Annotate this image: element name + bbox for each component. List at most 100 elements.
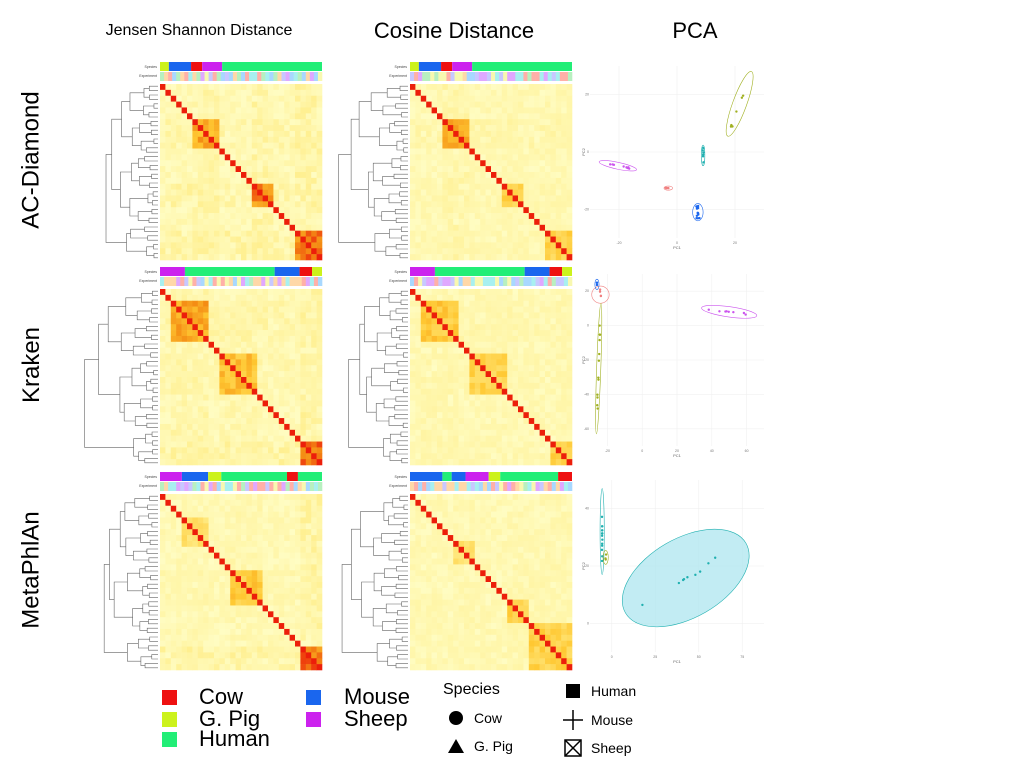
- heatmap-cell: [561, 429, 567, 436]
- heatmap-cell: [257, 101, 263, 108]
- heatmap-cell: [491, 201, 497, 208]
- heatmap-cell: [485, 459, 492, 466]
- heatmap-cell: [469, 189, 476, 196]
- experiment-bar-segment: [547, 482, 553, 491]
- heatmap-cell: [415, 95, 422, 102]
- heatmap-cell: [512, 335, 519, 343]
- heatmap-cell: [246, 130, 253, 138]
- heatmap-cell: [257, 423, 263, 431]
- heatmap-cell: [437, 382, 443, 390]
- heatmap-cell: [485, 400, 492, 407]
- heatmap-cell: [561, 101, 567, 108]
- heatmap-cell: [453, 353, 459, 360]
- heatmap-cell: [555, 353, 562, 360]
- heatmap-cell: [235, 605, 242, 612]
- heatmap-cell: [246, 623, 253, 630]
- heatmap-cell: [192, 218, 199, 226]
- heatmap-cell: [507, 201, 513, 208]
- heatmap-cell: [501, 183, 508, 190]
- heatmap-cell: [268, 130, 274, 138]
- heatmap-cell: [224, 499, 231, 507]
- dendrogram-branch: [402, 138, 408, 144]
- heatmap-cell: [170, 605, 177, 612]
- heatmap-cell: [176, 101, 182, 108]
- experiment-bar-segment: [418, 482, 423, 491]
- heatmap-cell: [257, 347, 263, 354]
- heatmap-cell: [555, 382, 562, 390]
- heatmap-cell: [507, 330, 513, 337]
- heatmap-cell: [410, 330, 416, 337]
- heatmap-cell: [305, 382, 312, 390]
- experiment-bar-segment: [204, 277, 209, 286]
- heatmap-cell: [491, 359, 497, 366]
- heatmap-cell: [316, 148, 323, 155]
- heatmap-cell: [431, 195, 438, 202]
- heatmap-cell: [160, 499, 166, 507]
- heatmap-cell: [187, 107, 193, 114]
- experiment-bar-segment: [297, 277, 303, 286]
- heatmap-cell: [442, 300, 449, 307]
- dendrogram-branch: [403, 352, 408, 358]
- heatmap-cell: [410, 107, 416, 114]
- heatmap-cell: [176, 371, 182, 378]
- heatmap-cell: [235, 523, 242, 530]
- heatmap-cell: [469, 341, 476, 348]
- heatmap-cell: [197, 341, 204, 348]
- heatmap-cell: [284, 517, 290, 524]
- heatmap-cell: [241, 658, 247, 665]
- heatmap-cell: [278, 523, 285, 530]
- heatmap-cell: [566, 365, 573, 372]
- heatmap-cell: [528, 236, 535, 243]
- heatmap-cell: [170, 330, 177, 337]
- heatmap-cell: [545, 248, 551, 255]
- experiment-bar-segment: [236, 277, 242, 286]
- heatmap-cell: [197, 605, 204, 612]
- heatmap-cell: [262, 160, 269, 167]
- heatmap-cell: [208, 130, 215, 138]
- heatmap-cell: [160, 382, 166, 390]
- heatmap-cell: [453, 183, 459, 190]
- heatmap-cell: [257, 201, 263, 208]
- heatmap-cell: [251, 593, 258, 600]
- heatmap-cell: [246, 394, 253, 401]
- heatmap-cell: [512, 189, 519, 196]
- heatmap-cell: [246, 236, 253, 243]
- heatmap-cell: [311, 540, 317, 548]
- heatmap-cell: [262, 540, 269, 548]
- heatmap-cell: [501, 371, 508, 378]
- heatmap-cell: [316, 423, 323, 431]
- heatmap-cell: [181, 130, 188, 138]
- heatmap-cell: [305, 289, 312, 296]
- heatmap-cell: [176, 593, 182, 600]
- heatmap-cell: [311, 535, 317, 542]
- heatmap-cell: [528, 289, 535, 296]
- heatmap-cell: [176, 558, 182, 565]
- heatmap-cell: [187, 242, 193, 249]
- heatmap-cell: [437, 207, 443, 214]
- heatmap-cell: [480, 107, 486, 114]
- heatmap-cell: [566, 177, 573, 185]
- heatmap-cell: [426, 330, 432, 337]
- heatmap-cell: [566, 107, 573, 114]
- heatmap-cell: [197, 599, 204, 606]
- heatmap-cell: [507, 189, 513, 196]
- heatmap-cell: [219, 136, 226, 143]
- heatmap-cell: [464, 400, 470, 407]
- heatmap-cell: [208, 412, 215, 419]
- experiment-bar-segment: [434, 277, 439, 286]
- dendrogram-branch: [146, 326, 158, 332]
- heatmap-cell: [550, 201, 557, 208]
- heatmap-cell: [458, 172, 465, 179]
- heatmap-cell: [474, 84, 481, 91]
- heatmap-cell: [545, 318, 551, 325]
- heatmap-cell: [224, 160, 231, 167]
- heatmap-cell: [300, 84, 307, 91]
- heatmap-cell: [289, 640, 296, 647]
- heatmap-cell: [528, 306, 535, 313]
- heatmap-cell: [496, 218, 503, 226]
- heatmap-cell: [165, 213, 172, 220]
- heatmap-cell: [251, 347, 258, 354]
- heatmap-cell: [539, 459, 546, 466]
- heatmap-cell: [410, 224, 416, 231]
- heatmap-cell: [415, 218, 422, 226]
